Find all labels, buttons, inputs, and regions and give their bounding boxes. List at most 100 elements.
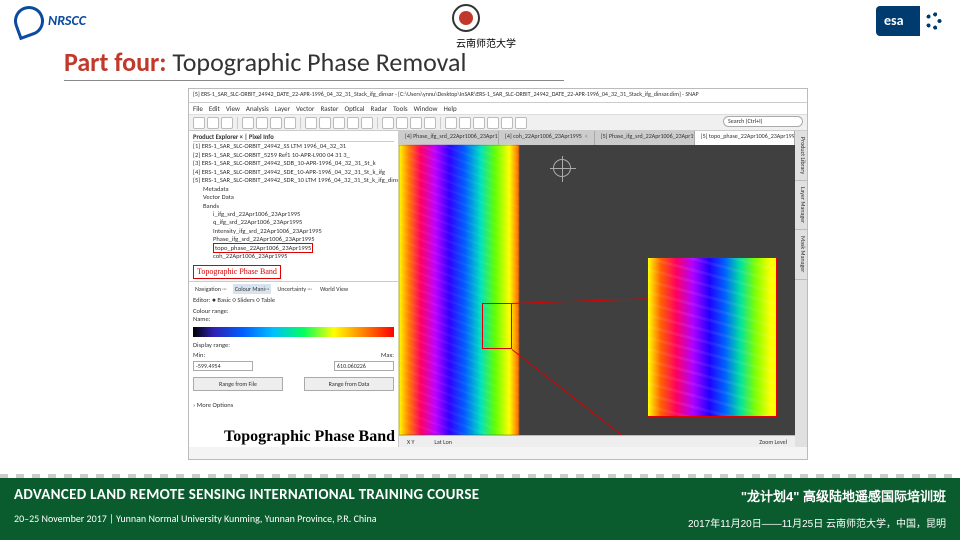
close-icon[interactable]: × xyxy=(585,132,588,140)
slide-heading: Part four: Topographic Phase Removal xyxy=(64,46,466,78)
logo-esa xyxy=(876,6,946,36)
side-tab-mask-manager[interactable]: Mask Manager xyxy=(795,230,807,279)
menu-vector[interactable]: Vector xyxy=(296,104,314,113)
tree-item[interactable]: [5] ERS-1_SAR_SLC-ORBIT_24942_SDR_10 LTM… xyxy=(193,176,394,184)
tab-uncertainty[interactable]: Uncertainty ··· xyxy=(275,284,314,294)
tree-bands[interactable]: Bands xyxy=(193,202,394,210)
tb-btn[interactable] xyxy=(501,117,513,129)
search-input[interactable]: Search (Ctrl+I) xyxy=(723,116,803,127)
tab-colour-manip[interactable]: Colour Mani··· xyxy=(233,284,272,294)
status-bar: X Y Lat Lon Zoom Level xyxy=(399,435,795,447)
zoom-connector xyxy=(512,349,631,442)
band-item[interactable]: i_ifg_srd_22Apr1006_23Apr1995 xyxy=(193,210,394,218)
tb-btn[interactable] xyxy=(459,117,471,129)
range-from-file-button[interactable]: Range from File xyxy=(193,377,283,391)
band-item[interactable]: coh_22Apr1006_23Apr1995 xyxy=(193,252,394,260)
tb-btn[interactable] xyxy=(242,117,254,129)
colour-gradient[interactable] xyxy=(193,327,394,337)
tb-btn[interactable] xyxy=(445,117,457,129)
tb-btn[interactable] xyxy=(487,117,499,129)
view-tab[interactable]: [5] Phase_ifg_srd_22Apr1006_23Apr1995× xyxy=(595,131,695,145)
slide: NRSCC 云南师范大学 Part four: Topographic Phas… xyxy=(0,0,960,540)
tree-item[interactable]: [4] ERS-1_SAR_SLC-ORBIT_24942_SDE_10-APR… xyxy=(193,168,394,176)
status-latlon: Lat Lon xyxy=(434,438,452,446)
tree-metadata[interactable]: Metadata xyxy=(193,185,394,193)
tb-btn[interactable] xyxy=(207,117,219,129)
side-tab-product-library[interactable]: Product Library xyxy=(795,131,807,181)
max-input[interactable]: 610.060226 xyxy=(334,361,394,371)
product-explorer[interactable]: Product Explorer × | Pixel Info [1] ERS-… xyxy=(189,131,398,281)
status-zoom: Zoom Level xyxy=(759,438,787,446)
side-tab-layer-manager[interactable]: Layer Manager xyxy=(795,181,807,230)
menu-analysis[interactable]: Analysis xyxy=(246,104,269,113)
min-input[interactable]: -599.4954 xyxy=(193,361,253,371)
toolbar xyxy=(189,115,807,131)
tb-btn[interactable] xyxy=(221,117,233,129)
left-panel: Product Explorer × | Pixel Info [1] ERS-… xyxy=(189,131,399,447)
menu-edit[interactable]: Edit xyxy=(209,104,220,113)
tb-btn[interactable] xyxy=(382,117,394,129)
tb-btn[interactable] xyxy=(515,117,527,129)
zoom-connector xyxy=(512,298,662,304)
tree-vector[interactable]: Vector Data xyxy=(193,193,394,201)
side-tabs: Product Library Layer Manager Mask Manag… xyxy=(795,131,807,447)
image-view[interactable]: [4] Phase_ifg_srd_22Apr1006_23Apr1995× [… xyxy=(399,131,807,447)
tb-btn[interactable] xyxy=(410,117,422,129)
logo-ynnu: 云南师范大学 xyxy=(452,4,522,36)
range-from-data-button[interactable]: Range from Data xyxy=(304,377,394,391)
tb-btn[interactable] xyxy=(333,117,345,129)
tab-navigation[interactable]: Navigation ··· xyxy=(193,284,229,294)
name-row: Name: xyxy=(193,315,394,323)
menu-view[interactable]: View xyxy=(226,104,240,113)
band-item[interactable]: q_ifg_srd_22Apr1006_23Apr1995 xyxy=(193,218,394,226)
menu-help[interactable]: Help xyxy=(444,104,457,113)
tb-btn[interactable] xyxy=(270,117,282,129)
tb-btn[interactable] xyxy=(284,117,296,129)
tb-sep xyxy=(300,117,301,129)
esa-icon xyxy=(876,6,946,36)
zoom-source-box xyxy=(482,303,512,349)
tb-btn[interactable] xyxy=(424,117,436,129)
tb-btn[interactable] xyxy=(347,117,359,129)
tb-btn[interactable] xyxy=(256,117,268,129)
view-tab[interactable]: [4] Phase_ifg_srd_22Apr1006_23Apr1995× xyxy=(399,131,499,145)
tb-btn[interactable] xyxy=(319,117,331,129)
band-item[interactable]: Intensity_ifg_srd_22Apr1006_23Apr1995 xyxy=(193,227,394,235)
logo-nrscc: NRSCC xyxy=(14,6,114,36)
tb-btn[interactable] xyxy=(396,117,408,129)
tab-world-view[interactable]: World View xyxy=(318,284,350,294)
menu-optical[interactable]: Optical xyxy=(344,104,364,113)
menu-raster[interactable]: Raster xyxy=(320,104,338,113)
tree-item[interactable]: [2] ERS-1_SAR_SLC-ORBIT_5259 Ref1 10-APR… xyxy=(193,151,394,159)
footer-right: "龙计划4" 高级陆地遥感国际培训班 2017年11月20日——11月25日 云… xyxy=(650,478,960,540)
more-options[interactable]: › More Options xyxy=(193,401,394,409)
tb-btn[interactable] xyxy=(361,117,373,129)
footer-subtitle: 20–25 November 2017 | Yunnan Normal Univ… xyxy=(14,512,636,525)
menu-tools[interactable]: Tools xyxy=(393,104,408,113)
view-tab[interactable]: [4] coh_22Apr1006_23Apr1995× xyxy=(499,131,595,145)
ynnu-icon xyxy=(452,4,480,32)
main-area: Product Explorer × | Pixel Info [1] ERS-… xyxy=(189,131,807,447)
nrscc-icon xyxy=(10,2,48,40)
editor-radios[interactable]: ● Basic ○ Sliders ○ Table xyxy=(212,296,275,304)
tb-btn[interactable] xyxy=(473,117,485,129)
heading-part: Part four: xyxy=(64,46,166,78)
tb-sep xyxy=(377,117,378,129)
footer-title-cn: "龙计划4" 高级陆地遥感国际培训班 xyxy=(664,486,946,505)
menu-bar[interactable]: File Edit View Analysis Layer Vector Ras… xyxy=(189,103,807,115)
menu-file[interactable]: File xyxy=(193,104,203,113)
footer-title: ADVANCED LAND REMOTE SENSING INTERNATION… xyxy=(14,486,636,504)
tree-header: Product Explorer × | Pixel Info xyxy=(193,133,394,142)
menu-layer[interactable]: Layer xyxy=(275,104,290,113)
view-tab-active[interactable]: [5] topo_phase_22Apr1006_23Apr1995× xyxy=(695,131,795,145)
min-max-labels: Min: Max: xyxy=(193,351,394,359)
menu-window[interactable]: Window xyxy=(414,104,438,113)
heading-underline xyxy=(64,80,564,81)
min-max-inputs: -599.4954 610.060226 xyxy=(193,361,394,371)
tb-btn[interactable] xyxy=(305,117,317,129)
cm-tabs: Navigation ··· Colour Mani··· Uncertaint… xyxy=(193,284,394,294)
tree-item[interactable]: [1] ERS-1_SAR_SLC-ORBIT_24942_SS LTM 199… xyxy=(193,142,394,150)
tb-btn[interactable] xyxy=(193,117,205,129)
tree-item[interactable]: [3] ERS-1_SAR_SLC-ORBIT_24942_SDB_10-APR… xyxy=(193,159,394,167)
menu-radar[interactable]: Radar xyxy=(371,104,388,113)
